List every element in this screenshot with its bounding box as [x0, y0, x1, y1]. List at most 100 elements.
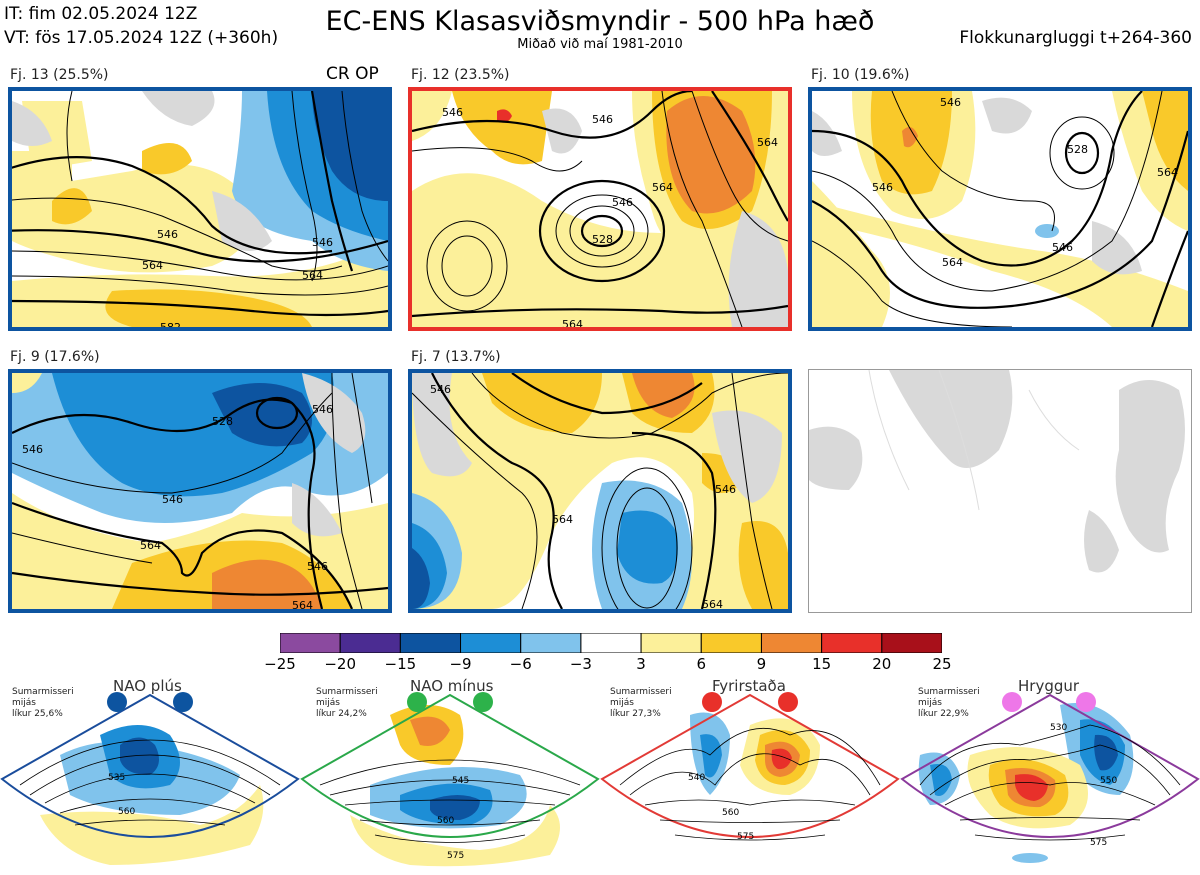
colorbar-swatch [881, 633, 942, 653]
contour-label: 564 [702, 598, 723, 609]
contour-label: 582 [160, 321, 181, 327]
colorbar-swatch [821, 633, 883, 653]
contour-label: 546 [940, 96, 961, 109]
contour-label: 546 [592, 113, 613, 126]
colorbar-tick-label: −9 [449, 655, 472, 673]
cluster-4-label: Fj. 9 (17.6%) [10, 349, 100, 365]
regime-contour-label: 545 [452, 776, 469, 786]
regime-note: Sumarmisseri mijás líkur 27,3% [610, 687, 672, 719]
contour-label: 546 [442, 106, 463, 119]
contour-label: 564 [652, 181, 673, 194]
cluster-map-1: 546 564 564 546 582 [8, 87, 392, 331]
cluster-3-label: Fj. 10 (19.6%) [811, 67, 910, 83]
regime-contour-label: 550 [1100, 776, 1117, 786]
contour-label: 564 [140, 539, 161, 552]
colorbar-tick-label: 3 [636, 655, 646, 673]
regime-note: Sumarmisseri mijás líkur 22,9% [918, 687, 980, 719]
regime-contour-label: 535 [108, 773, 125, 783]
regime-title: Fyrirstaða [712, 677, 786, 695]
colorbar-tick-label: 25 [932, 655, 952, 673]
colorbar-tick-label: 9 [756, 655, 767, 673]
regime-contour-label: 560 [722, 808, 739, 818]
regime-title: NAO mínus [410, 677, 494, 695]
cluster-2-label: Fj. 12 (23.5%) [411, 67, 510, 83]
contour-label: 546 [162, 493, 183, 506]
colorbar-swatch [640, 633, 702, 653]
regime-dot [702, 692, 722, 712]
cluster-1-label: Fj. 13 (25.5%) [10, 67, 109, 83]
colorbar-tick-label: 20 [872, 655, 892, 673]
contour-label: 528 [212, 415, 233, 428]
colorbar-tick-label: −3 [569, 655, 592, 673]
colorbar-tick-label: 15 [812, 655, 832, 673]
regime-dot [778, 692, 798, 712]
contour-label: 564 [562, 318, 583, 327]
contour-label: 546 [1052, 241, 1073, 254]
regime-title: Hryggur [1018, 677, 1080, 695]
contour-label: 546 [312, 236, 333, 249]
contour-label: 546 [872, 181, 893, 194]
colorbar-swatch [280, 633, 341, 653]
colorbar-swatch [339, 633, 401, 653]
cluster-1-tag: CR OP [326, 64, 379, 84]
colorbar-tick-label: 6 [696, 655, 707, 673]
contour-label: 528 [592, 233, 613, 246]
regime-ridge: 530 550 575 Hryggur Sumarmisseri mijás lík… [900, 675, 1200, 871]
contour-label: 564 [552, 513, 573, 526]
regime-contour-label: 560 [437, 816, 454, 826]
regime-nao-plus: 535 560 NAO plús Sumarmisseri mijás líkur … [0, 675, 300, 871]
cluster-map-2: 546 546 564 564 546 528 564 [408, 87, 792, 331]
contour-label: 564 [142, 259, 163, 272]
contour-label: 546 [430, 383, 451, 396]
cluster-map-4: 528 546 546 546 564 546 564 [8, 369, 392, 613]
regime-contour-label: 530 [1050, 723, 1067, 733]
contour-label: 564 [1157, 166, 1178, 179]
page-title: EC-ENS Klasasviðsmyndir - 500 hPa hæð [325, 6, 875, 37]
colorbar-swatch [580, 633, 642, 653]
cluster-5-label: Fj. 7 (13.7%) [411, 349, 501, 365]
regime-contour-label: 575 [447, 851, 464, 861]
colorbar-tick-label: −15 [384, 655, 417, 673]
cluster-map-5: 546 564 546 564 [408, 369, 792, 613]
contour-label: 546 [22, 443, 43, 456]
contour-label: 564 [292, 599, 313, 609]
regime-dot [407, 692, 427, 712]
contour-label: 528 [1067, 143, 1088, 156]
regime-title: NAO plús [113, 677, 182, 695]
regime-dot [1076, 692, 1096, 712]
regime-dot [473, 692, 493, 712]
contour-label: 546 [307, 560, 328, 573]
regime-contour-label: 575 [737, 832, 754, 842]
colorbar [280, 633, 942, 653]
regime-contour-label: 560 [118, 807, 135, 817]
initial-time: IT: fim 02.05.2024 12Z [4, 4, 198, 24]
regime-dot [1002, 692, 1022, 712]
colorbar-tick-label: −20 [324, 655, 356, 673]
contour-label: 546 [312, 403, 333, 416]
regime-note: Sumarmisseri mijás líkur 25,6% [12, 687, 74, 719]
regime-dot [173, 692, 193, 712]
valid-time: VT: fös 17.05.2024 12Z (+360h) [4, 28, 279, 48]
cluster-map-3: 528 546 546 564 564 546 [808, 87, 1192, 331]
contour-label: 564 [757, 136, 778, 149]
colorbar-swatch [399, 633, 462, 653]
colorbar-tick-label: −6 [509, 655, 532, 673]
empty-map-panel [808, 369, 1192, 613]
contour-label: 546 [157, 228, 178, 241]
page-subtitle: Miðað við maí 1981-2010 [517, 37, 683, 52]
regime-nao-minus: 545 560 575 NAO mínus Sumarmisseri mijás l… [300, 675, 600, 871]
colorbar-swatch [460, 633, 522, 653]
classification-window: Flokkunargluggi t+264-360 [959, 28, 1192, 48]
colorbar-swatch [760, 633, 823, 653]
colorbar-tick-label: −25 [264, 655, 296, 673]
regime-blocking: 540 560 575 Fyrirstaða Sumarmisseri mijás… [600, 675, 900, 871]
contour-label: 564 [942, 256, 963, 269]
colorbar-swatch [700, 633, 762, 653]
contour-label: 546 [715, 483, 736, 496]
regime-contour-label: 575 [1090, 838, 1107, 848]
regime-dot [107, 692, 127, 712]
contour-label: 564 [302, 269, 323, 282]
colorbar-swatch [520, 633, 582, 653]
contour-label: 546 [612, 196, 633, 209]
regime-note: Sumarmisseri mijás líkur 24,2% [316, 687, 378, 719]
